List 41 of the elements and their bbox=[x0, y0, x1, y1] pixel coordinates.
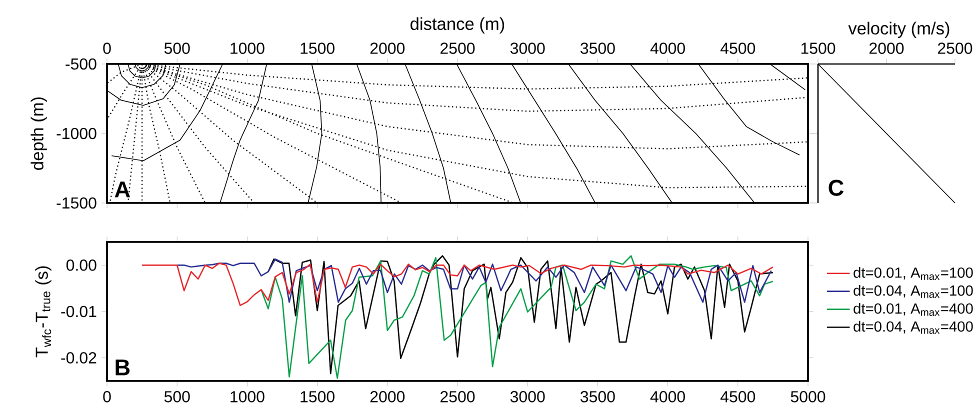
x-tick-label: 2500 bbox=[938, 42, 972, 54]
x-tick-label: 4000 bbox=[650, 42, 685, 54]
x-tick-label: 4000 bbox=[650, 391, 685, 402]
x-tick-label: 1000 bbox=[230, 42, 264, 54]
x-tick-label: 3000 bbox=[510, 391, 545, 402]
x-tick-label: 1500 bbox=[300, 391, 334, 402]
x-tick-label: 4500 bbox=[720, 391, 756, 402]
y-axis-title: T$_{wfc}$-T$_{true}$ (s) bbox=[35, 266, 52, 358]
x-tick-label: 2500 bbox=[440, 391, 475, 402]
x-tick-label: 4500 bbox=[720, 42, 756, 54]
x-tick-label: 1000 bbox=[230, 391, 264, 402]
x-axis-title: distance (m) bbox=[410, 17, 504, 34]
y-tick-label: -0.02 bbox=[61, 352, 96, 364]
x-axis-title: velocity (m/s) bbox=[848, 22, 950, 38]
x-tick-label: 1500 bbox=[300, 42, 334, 54]
legend-label: dt=0.04, A$_{max}$=100 bbox=[854, 285, 973, 298]
x-tick-label: 500 bbox=[164, 391, 190, 402]
y-tick-label: -500 bbox=[66, 58, 96, 70]
x-tick-label: 0 bbox=[103, 391, 111, 402]
x-tick-label: 2500 bbox=[440, 42, 475, 54]
x-tick-label: 0 bbox=[103, 42, 111, 54]
y-tick-label: -1000 bbox=[56, 128, 96, 140]
x-tick-label: 3500 bbox=[580, 391, 615, 402]
legend-label: dt=0.01, A$_{max}$=400 bbox=[854, 302, 973, 316]
y-tick-label: 0.00 bbox=[66, 260, 96, 271]
x-tick-label: 500 bbox=[164, 42, 190, 54]
x-tick-label: 3500 bbox=[580, 42, 615, 54]
legend-label: dt=0.01, A$_{max}$=100 bbox=[854, 267, 973, 280]
x-tick-label: 3000 bbox=[510, 42, 545, 54]
y-axis-title: depth (m) bbox=[30, 97, 47, 170]
annotation: C bbox=[828, 180, 844, 196]
legend-label: dt=0.04, A$_{max}$=400 bbox=[854, 320, 973, 334]
x-tick-label: 1500 bbox=[801, 42, 836, 54]
x-tick-label: 5000 bbox=[790, 391, 826, 402]
y-tick-label: -1500 bbox=[56, 197, 96, 209]
annotation: A bbox=[114, 182, 130, 198]
x-tick-label: 2000 bbox=[370, 42, 405, 54]
annotation: B bbox=[116, 360, 130, 376]
x-tick-label: 2000 bbox=[869, 42, 904, 54]
x-tick-label: 2000 bbox=[370, 391, 405, 402]
y-tick-label: -0.01 bbox=[61, 306, 96, 318]
